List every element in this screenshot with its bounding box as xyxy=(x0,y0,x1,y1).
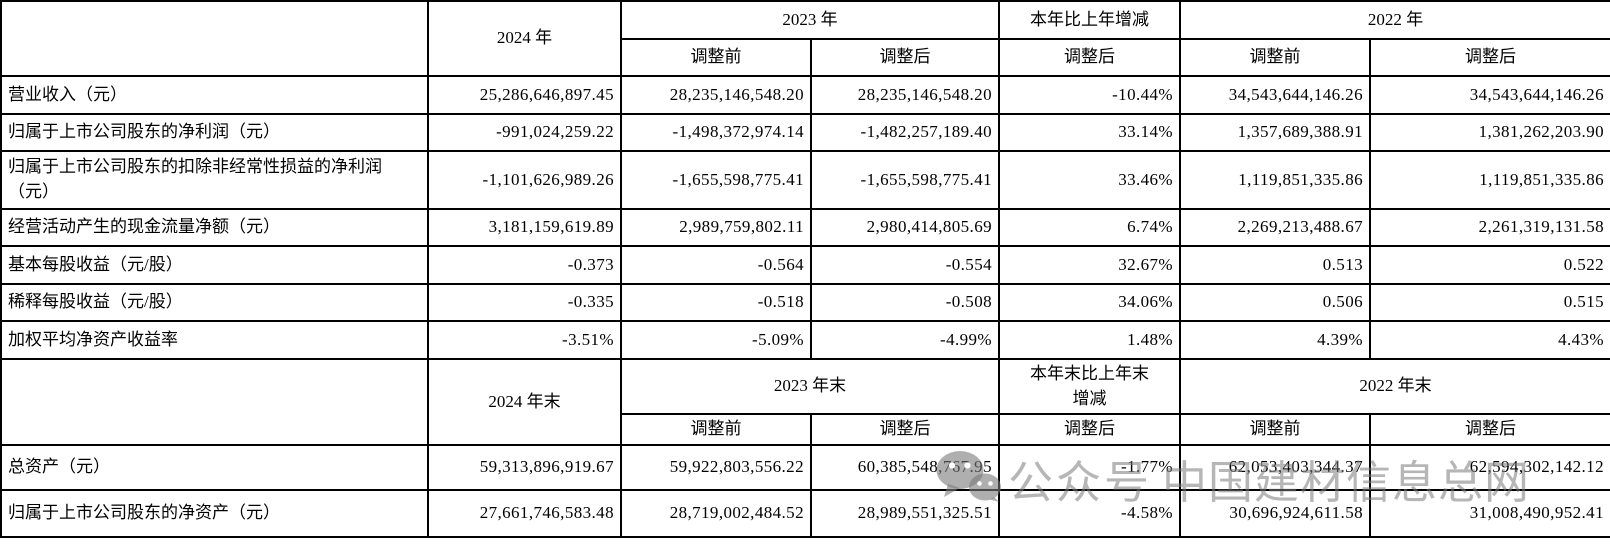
value-2023-post: 28,989,551,325.51 xyxy=(810,488,1000,538)
value-2023-post: 2,980,414,805.69 xyxy=(810,208,1000,247)
table-row-revenue: 营业收入（元） 25,286,646,897.45 28,235,146,548… xyxy=(0,75,1610,115)
table-row-operating-cash-flow: 经营活动产生的现金流量净额（元） 3,181,159,619.89 2,989,… xyxy=(0,208,1610,247)
row-label: 稀释每股收益（元/股） xyxy=(0,283,429,322)
value-2023-post: -4.99% xyxy=(810,320,1000,360)
section1-header-row-top: 2024 年 2023 年 本年比上年增减 2022 年 xyxy=(0,0,1610,77)
value-2023-post: 60,385,548,767.95 xyxy=(810,443,1000,491)
value-2023-pre: 28,235,146,548.20 xyxy=(620,75,812,115)
value-2023-post: -0.554 xyxy=(810,245,1000,285)
row-label: 营业收入（元） xyxy=(0,75,429,115)
value-change: -4.58% xyxy=(998,488,1181,538)
value-2022-pre: 34,543,644,146.26 xyxy=(1179,75,1371,115)
row-label: 基本每股收益（元/股） xyxy=(0,245,429,285)
col-header-2024: 2024 年 xyxy=(427,0,622,77)
value-change: -1.77% xyxy=(998,443,1181,491)
col-header-2023: 2023 年 xyxy=(620,0,1000,40)
value-2024: -3.51% xyxy=(427,320,622,360)
value-change: -10.44% xyxy=(998,75,1181,115)
value-2022-post: 0.515 xyxy=(1369,283,1610,322)
value-2022-post: 0.522 xyxy=(1369,245,1610,285)
row-label: 加权平均净资产收益率 xyxy=(0,320,429,360)
col-header-2023-end: 2023 年末 xyxy=(620,357,1000,416)
value-2024: -1,101,626,989.26 xyxy=(427,150,622,210)
value-2024: 27,661,746,583.48 xyxy=(427,488,622,538)
value-2022-post: 2,261,319,131.58 xyxy=(1369,208,1610,247)
table-row-basic-eps: 基本每股收益（元/股） -0.373 -0.564 -0.554 32.67% … xyxy=(0,245,1610,285)
subheader-2022-post: 调整后 xyxy=(1369,38,1610,77)
value-2022-pre: 0.513 xyxy=(1179,245,1371,285)
value-change: 1.48% xyxy=(998,320,1181,360)
value-2023-post: -1,655,598,775.41 xyxy=(810,150,1000,210)
subheader-2023-end-pre: 调整前 xyxy=(620,413,812,446)
corner-cell xyxy=(0,0,429,77)
value-2024: -0.335 xyxy=(427,283,622,322)
row-label: 归属于上市公司股东的净利润（元） xyxy=(0,113,429,152)
value-2022-pre: 0.506 xyxy=(1179,283,1371,322)
value-2022-post: 4.43% xyxy=(1369,320,1610,360)
section1-header-row-sub: 调整前 调整后 调整后 调整前 调整后 xyxy=(1,38,1610,77)
value-2023-pre: 28,719,002,484.52 xyxy=(620,488,812,538)
value-2022-pre: 4.39% xyxy=(1179,320,1371,360)
value-2022-pre: 30,696,924,611.58 xyxy=(1179,488,1371,538)
subheader-2023-end-post: 调整后 xyxy=(810,413,1000,446)
value-2023-pre: -1,655,598,775.41 xyxy=(620,150,812,210)
value-2023-post: -0.508 xyxy=(810,283,1000,322)
row-label: 归属于上市公司股东的净资产（元） xyxy=(0,488,429,538)
value-change: 33.46% xyxy=(998,150,1181,210)
table-row-weighted-avg-roe: 加权平均净资产收益率 -3.51% -5.09% -4.99% 1.48% 4.… xyxy=(0,320,1610,360)
value-2023-post: -1,482,257,189.40 xyxy=(810,113,1000,152)
subheader-2022-end-post: 调整后 xyxy=(1369,413,1610,446)
col-header-2022-end: 2022 年末 xyxy=(1179,357,1610,416)
value-2022-pre: 1,357,689,388.91 xyxy=(1179,113,1371,152)
row-label: 归属于上市公司股东的扣除非经常性损益的净利润（元） xyxy=(0,150,429,210)
subheader-2022-end-pre: 调整前 xyxy=(1179,413,1371,446)
value-change: 33.14% xyxy=(998,113,1181,152)
value-2024: 59,313,896,919.67 xyxy=(427,443,622,491)
row-label: 经营活动产生的现金流量净额（元） xyxy=(0,208,429,247)
col-header-2022: 2022 年 xyxy=(1179,0,1610,40)
value-2022-post: 1,119,851,335.86 xyxy=(1369,150,1610,210)
corner-cell xyxy=(0,358,429,446)
value-change: 34.06% xyxy=(998,283,1181,322)
table-row-net-assets: 归属于上市公司股东的净资产（元） 27,661,746,583.48 28,71… xyxy=(0,488,1610,538)
table-row-net-profit: 归属于上市公司股东的净利润（元） -991,024,259.22 -1,498,… xyxy=(0,113,1610,152)
table-row-total-assets: 总资产（元） 59,313,896,919.67 59,922,803,556.… xyxy=(0,443,1610,491)
col-header-end-change: 本年末比上年末增减 xyxy=(998,357,1181,416)
subheader-2023-pre: 调整前 xyxy=(620,38,812,77)
value-2022-pre: 2,269,213,488.67 xyxy=(1179,208,1371,247)
table-row-diluted-eps: 稀释每股收益（元/股） -0.335 -0.518 -0.508 34.06% … xyxy=(0,283,1610,322)
value-2024: -0.373 xyxy=(427,245,622,285)
subheader-2023-post: 调整后 xyxy=(810,38,1000,77)
value-2024: 3,181,159,619.89 xyxy=(427,208,622,247)
value-2022-pre: 1,119,851,335.86 xyxy=(1179,150,1371,210)
value-2023-pre: -1,498,372,974.14 xyxy=(620,113,812,152)
value-2023-pre: -0.518 xyxy=(620,283,812,322)
subheader-change-post: 调整后 xyxy=(998,38,1181,77)
value-change: 6.74% xyxy=(998,208,1181,247)
subheader-2022-pre: 调整前 xyxy=(1179,38,1371,77)
value-2023-pre: 59,922,803,556.22 xyxy=(620,443,812,491)
subheader-end-change-post: 调整后 xyxy=(998,413,1181,446)
value-2024: 25,286,646,897.45 xyxy=(427,75,622,115)
section2-header-row-sub: 调整前 调整后 调整后 调整前 调整后 xyxy=(1,413,1610,446)
value-change: 32.67% xyxy=(998,245,1181,285)
col-header-end-change-text: 本年末比上年末增减 xyxy=(1030,364,1149,408)
value-2022-post: 31,008,490,952.41 xyxy=(1369,488,1610,538)
section2-header-row-top: 2024 年末 2023 年末 本年末比上年末增减 2022 年末 xyxy=(0,357,1610,446)
value-2023-pre: -5.09% xyxy=(620,320,812,360)
col-header-change: 本年比上年增减 xyxy=(998,0,1181,40)
value-2022-pre: 62,053,403,344.37 xyxy=(1179,443,1371,491)
table-row-net-profit-excl-nonrecurring: 归属于上市公司股东的扣除非经常性损益的净利润（元） -1,101,626,989… xyxy=(0,150,1610,210)
value-2023-post: 28,235,146,548.20 xyxy=(810,75,1000,115)
value-2022-post: 62,594,302,142.12 xyxy=(1369,443,1610,491)
value-2023-pre: 2,989,759,802.11 xyxy=(620,208,812,247)
value-2022-post: 34,543,644,146.26 xyxy=(1369,75,1610,115)
row-label: 总资产（元） xyxy=(0,443,429,491)
value-2022-post: 1,381,262,203.90 xyxy=(1369,113,1610,152)
col-header-2024-end: 2024 年末 xyxy=(427,358,622,446)
value-2023-pre: -0.564 xyxy=(620,245,812,285)
value-2024: -991,024,259.22 xyxy=(427,113,622,152)
